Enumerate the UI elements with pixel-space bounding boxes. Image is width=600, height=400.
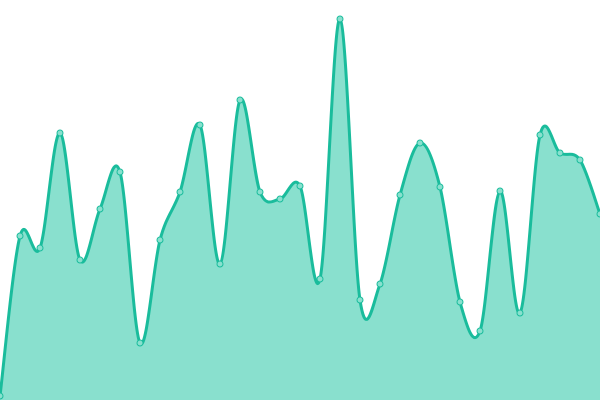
data-point-4[interactable] (76, 256, 84, 264)
data-point-24[interactable] (476, 327, 484, 335)
data-point-13[interactable] (256, 188, 264, 196)
data-point-15[interactable] (296, 182, 304, 190)
data-point-8[interactable] (156, 236, 164, 244)
data-point-5[interactable] (96, 205, 104, 213)
data-point-21[interactable] (416, 139, 424, 147)
data-point-16[interactable] (316, 275, 324, 283)
data-point-27[interactable] (536, 131, 544, 139)
data-point-26[interactable] (516, 309, 524, 317)
area-fill (0, 18, 600, 400)
data-point-23[interactable] (456, 298, 464, 306)
data-point-9[interactable] (176, 188, 184, 196)
data-point-22[interactable] (436, 183, 444, 191)
data-point-1[interactable] (16, 232, 24, 240)
data-point-14[interactable] (276, 195, 284, 203)
data-point-10[interactable] (196, 121, 204, 129)
data-point-3[interactable] (56, 129, 64, 137)
data-point-7[interactable] (136, 339, 144, 347)
data-point-12[interactable] (236, 96, 244, 104)
data-point-25[interactable] (496, 187, 504, 195)
data-point-19[interactable] (376, 280, 384, 288)
data-point-11[interactable] (216, 260, 224, 268)
data-point-18[interactable] (356, 296, 364, 304)
data-point-20[interactable] (396, 191, 404, 199)
data-point-29[interactable] (576, 156, 584, 164)
data-point-6[interactable] (116, 168, 124, 176)
data-point-2[interactable] (36, 244, 44, 252)
data-point-28[interactable] (556, 149, 564, 157)
data-point-0[interactable] (0, 392, 4, 400)
data-point-30[interactable] (596, 210, 600, 218)
data-point-17[interactable] (336, 15, 344, 23)
